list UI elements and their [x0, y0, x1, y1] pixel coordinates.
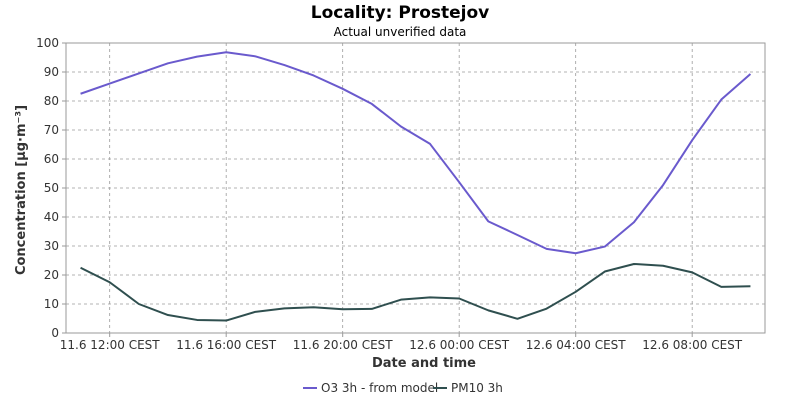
y-tick-label: 70	[44, 123, 59, 137]
y-tick-label: 0	[51, 326, 59, 340]
x-tick-label: 12.6 04:00 CEST	[526, 338, 627, 352]
y-tick-label: 40	[44, 210, 59, 224]
y-tick-label: 100	[36, 36, 59, 50]
x-tick-label: 12.6 00:00 CEST	[409, 338, 510, 352]
legend: O3 3h - from model PM10 3h	[303, 381, 503, 395]
series-line-pm10	[80, 262, 751, 322]
series-line-o3	[80, 51, 752, 255]
y-tick-label: 10	[44, 297, 59, 311]
x-axis-label: Date and time	[372, 356, 476, 371]
x-tick-label: 11.6 20:00 CEST	[293, 338, 394, 352]
y-axis-label: Concentration [µg·m⁻³]	[14, 105, 29, 275]
y-tick-label: 60	[44, 152, 59, 166]
legend-label: PM10 3h	[451, 381, 503, 395]
y-tick-label: 30	[44, 239, 59, 253]
series-lines	[80, 51, 752, 322]
x-tick-label: 11.6 12:00 CEST	[60, 338, 161, 352]
legend-label: O3 3h - from model	[321, 381, 438, 395]
x-axis-ticks: 11.6 12:00 CEST 11.6 16:00 CEST 11.6 20:00…	[60, 333, 743, 352]
y-tick-label: 90	[44, 65, 59, 79]
x-tick-label: 12.6 08:00 CEST	[642, 338, 743, 352]
y-tick-label: 80	[44, 94, 59, 108]
chart-subtitle: Actual unverified data	[334, 25, 467, 39]
chart-title: Locality: Prostejov	[311, 3, 490, 23]
grid	[66, 43, 765, 333]
y-axis-ticks: 0 10 20 30 40 50 60 70 80 90 100	[36, 36, 66, 340]
x-tick-label: 11.6 16:00 CEST	[176, 338, 277, 352]
y-tick-label: 20	[44, 268, 59, 282]
y-tick-label: 50	[44, 181, 59, 195]
